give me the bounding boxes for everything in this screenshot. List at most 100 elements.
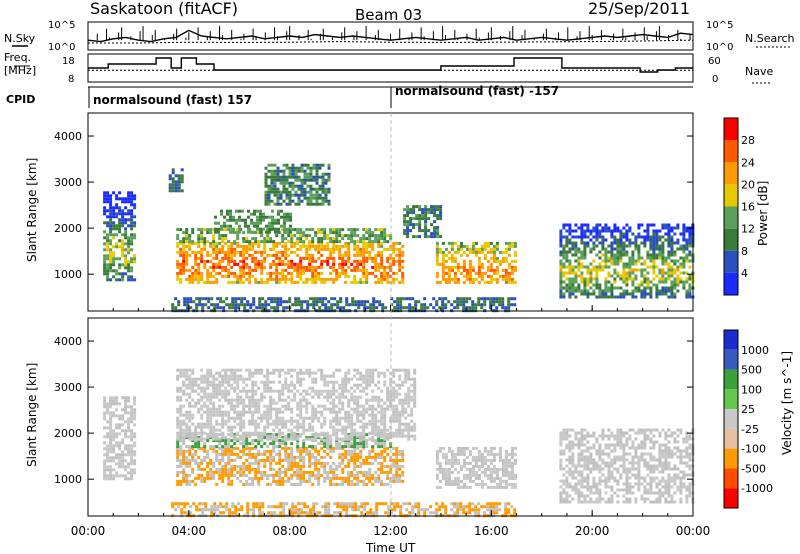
heatmap-cell [278, 410, 282, 414]
heatmap-cell [191, 231, 195, 235]
heatmap-cell [303, 181, 307, 185]
heatmap-cell [290, 428, 294, 432]
heatmap-cell [248, 274, 252, 278]
heatmap-cell [670, 250, 674, 254]
heatmap-cell [112, 414, 116, 418]
heatmap-cell [374, 265, 378, 269]
heatmap-cell [326, 244, 330, 248]
heatmap-cell [210, 303, 214, 307]
heatmap-cell [115, 441, 119, 445]
heatmap-cell [203, 228, 207, 232]
heatmap-cell [239, 244, 243, 248]
heatmap-cell [302, 241, 306, 245]
heatmap-cell [332, 392, 336, 396]
heatmap-cell [203, 445, 207, 449]
heatmap-cell [495, 306, 499, 310]
heatmap-cell [468, 268, 472, 272]
heatmap-cell [347, 404, 351, 408]
heatmap-cell [453, 280, 457, 284]
heatmap-cell [106, 200, 110, 204]
heatmap-cell [459, 247, 463, 251]
heatmap-cell [326, 431, 330, 435]
heatmap-cell [296, 401, 300, 405]
heatmap-cell [353, 482, 357, 486]
heatmap-cell [312, 163, 316, 167]
heatmap-cell [259, 209, 262, 213]
heatmap-cell [577, 289, 581, 293]
heatmap-cell [380, 228, 384, 232]
heatmap-cell [109, 278, 113, 282]
heatmap-cell [103, 477, 107, 481]
heatmap-cell [465, 268, 469, 272]
heatmap-cell [209, 458, 213, 462]
heatmap-cell [293, 482, 297, 486]
heatmap-cell [664, 226, 668, 230]
heatmap-cell [356, 452, 360, 456]
heatmap-cell [616, 295, 620, 299]
heatmap-cell [670, 274, 674, 278]
heatmap-cell [350, 473, 354, 477]
heatmap-cell [640, 241, 644, 245]
heatmap-cell [112, 456, 116, 460]
heatmap-cell [281, 425, 285, 429]
heatmap-cell [263, 425, 267, 429]
heatmap-cell [185, 398, 189, 402]
heatmap-cell [236, 274, 240, 278]
heatmap-cell [383, 445, 387, 449]
heatmap-cell [276, 178, 280, 182]
heatmap-cell [598, 235, 602, 239]
heatmap-cell [619, 286, 623, 290]
heatmap-cell [646, 232, 650, 236]
heatmap-cell [296, 268, 300, 272]
heatmap-cell [221, 265, 225, 269]
heatmap-cell [212, 380, 216, 384]
heatmap-cell [433, 232, 437, 236]
heatmap-cell [308, 241, 312, 245]
heatmap-cell [604, 226, 608, 230]
heatmap-cell [365, 271, 369, 275]
heatmap-cell [118, 263, 122, 267]
heatmap-cell [583, 223, 587, 227]
heatmap-cell [191, 371, 195, 375]
heatmap-cell [655, 265, 659, 269]
heatmap-cell [401, 473, 405, 477]
heatmap-cell [374, 253, 378, 257]
heatmap-cell [565, 235, 569, 239]
heatmap-cell [230, 464, 234, 468]
heatmap-cell [263, 413, 267, 417]
heatmap-cell [396, 306, 400, 310]
heatmap-cell [356, 268, 360, 272]
heatmap-cell [335, 274, 339, 278]
heatmap-cell [314, 234, 318, 238]
heatmap-cell [221, 380, 225, 384]
heatmap-cell [329, 250, 333, 254]
heatmap-cell [266, 374, 270, 378]
heatmap-cell [227, 461, 231, 465]
heatmap-cell [377, 240, 381, 244]
heatmap-cell [278, 250, 282, 254]
heatmap-cell [118, 402, 122, 406]
heatmap-cell [106, 459, 110, 463]
heatmap-cell [248, 461, 252, 465]
heatmap-cell [303, 169, 307, 173]
heatmap-cell [332, 380, 336, 384]
heatmap-cell [257, 425, 261, 429]
heatmap-cell [293, 434, 297, 438]
heatmap-cell [242, 470, 246, 474]
heatmap-cell [368, 241, 372, 245]
heatmap-cell [676, 265, 680, 269]
heatmap-cell [314, 274, 318, 278]
heatmap-cell [335, 419, 339, 423]
heatmap-cell [450, 268, 454, 272]
heatmap-cell [180, 177, 184, 181]
heatmap-cell [574, 229, 578, 233]
heatmap-cell [212, 392, 216, 396]
heatmap-cell [327, 199, 331, 203]
heatmap-cell [284, 479, 288, 483]
heatmap-cell [133, 462, 137, 466]
heatmap-cell [465, 306, 469, 310]
heatmap-cell [637, 247, 641, 251]
heatmap-cell [296, 237, 300, 241]
heatmap-cell [323, 445, 327, 449]
heatmap-cell [601, 244, 605, 248]
